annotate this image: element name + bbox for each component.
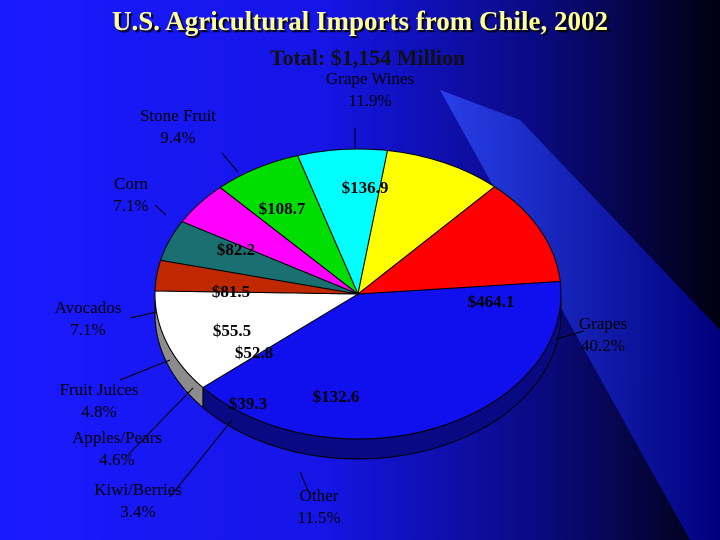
category-label: Grapes 40.2% — [579, 314, 627, 355]
leader-line — [169, 419, 233, 498]
category-name: Fruit Juices — [60, 380, 139, 399]
category-label: Avocados 7.1% — [55, 298, 122, 339]
value-label: $52.8 — [235, 343, 273, 362]
category-name: Other — [300, 486, 339, 505]
leader-line — [129, 311, 158, 319]
value-label: $464.1 — [468, 292, 515, 311]
category-name: Corn — [114, 174, 149, 193]
category-label: Kiwi/Berries 3.4% — [94, 480, 182, 521]
value-label: $136.9 — [342, 178, 389, 197]
value-label: $108.7 — [259, 199, 306, 218]
category-percent: 40.2% — [581, 336, 625, 355]
category-percent: 4.6% — [99, 450, 134, 469]
chart-title: U.S. Agricultural Imports from Chile, 20… — [112, 6, 608, 36]
category-name: Grapes — [579, 314, 627, 333]
category-percent: 4.8% — [81, 402, 116, 421]
chart-subtitle: Total: $1,154 Million — [269, 45, 466, 70]
slice-stone-fruit — [357, 149, 496, 296]
category-percent: 7.1% — [70, 320, 105, 339]
slice-grapes — [202, 280, 562, 440]
value-label: $39.3 — [229, 394, 267, 413]
category-percent: 11.9% — [348, 91, 391, 110]
category-label: Fruit Juices 4.8% — [60, 380, 139, 421]
category-label: Corn 7.1% — [113, 174, 148, 215]
category-name: Kiwi/Berries — [94, 480, 182, 499]
category-label: Other 11.5% — [297, 486, 340, 527]
slice-grape-wines — [356, 186, 561, 295]
category-label: Grape Wines 11.9% — [326, 69, 414, 110]
leader-line — [124, 387, 194, 459]
category-percent: 9.4% — [160, 128, 195, 147]
value-label: $55.5 — [213, 321, 251, 340]
leader-line — [154, 204, 167, 216]
category-percent: 3.4% — [120, 502, 155, 521]
category-name: Grape Wines — [326, 69, 414, 88]
category-percent: 11.5% — [297, 508, 340, 527]
value-label: $132.6 — [313, 387, 360, 406]
category-label: Stone Fruit 9.4% — [140, 106, 216, 147]
category-name: Avocados — [55, 298, 122, 317]
leader-line — [119, 359, 171, 381]
category-percent: 7.1% — [113, 196, 148, 215]
value-label: $82.2 — [217, 240, 255, 259]
leader-line — [299, 471, 311, 496]
leader-line — [555, 330, 585, 340]
slice-other — [154, 290, 360, 389]
value-label: $81.5 — [212, 282, 250, 301]
leader-line — [221, 152, 239, 173]
category-name: Apples/Pears — [72, 428, 162, 447]
category-name: Stone Fruit — [140, 106, 216, 125]
category-label: Apples/Pears 4.6% — [72, 428, 162, 469]
